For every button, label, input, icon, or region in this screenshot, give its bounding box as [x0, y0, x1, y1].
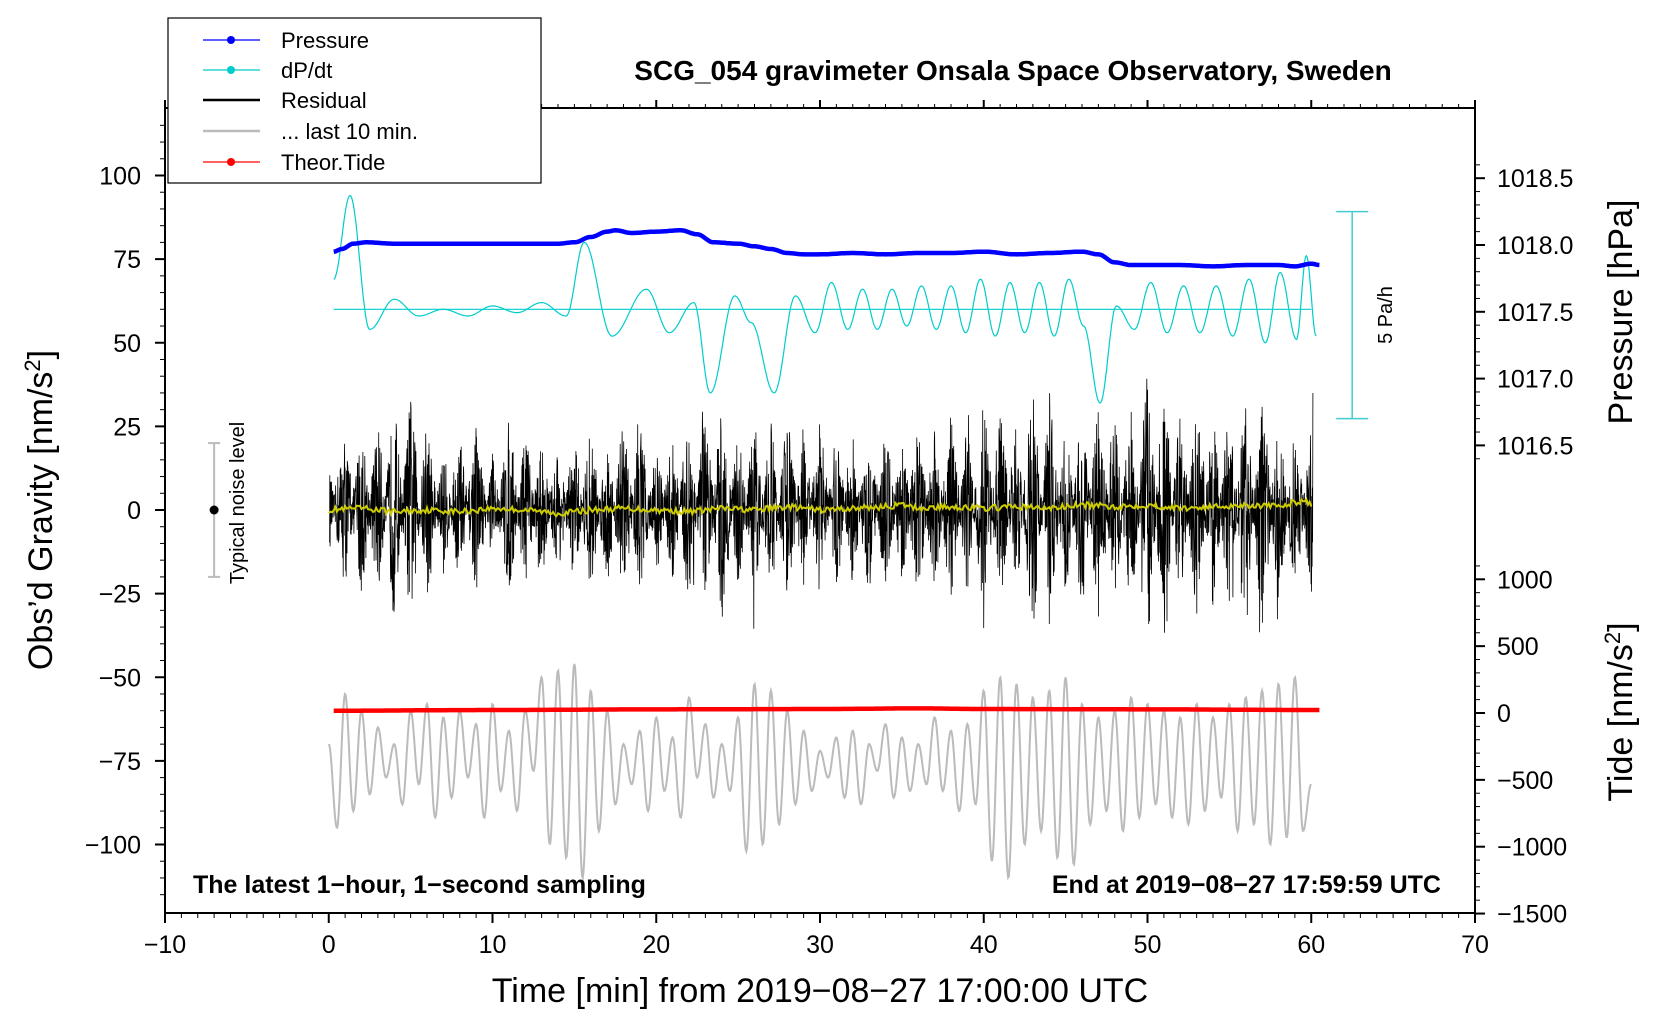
- y-axis-title-left: Obs’d Gravity [nm/s2]: [20, 350, 60, 670]
- y-tick-label-pressure: 1018.5: [1497, 165, 1573, 193]
- legend-label-theor-tide: Theor.Tide: [281, 150, 385, 175]
- y-tick-label-left: 50: [113, 330, 141, 358]
- x-tick-label: 20: [642, 931, 670, 959]
- y-tick-label-left: −100: [85, 832, 141, 860]
- series-theor-tide-line: [333, 706, 1320, 713]
- series-pressure-line: [332, 228, 1321, 269]
- y-axis-title-left-text: Obs’d Gravity [nm/s: [22, 372, 60, 671]
- y-tick-label-left: −25: [99, 581, 141, 609]
- legend-label-residual: Residual: [281, 88, 367, 113]
- x-tick-label: −10: [144, 931, 186, 959]
- series-residual-line: [329, 378, 1314, 633]
- x-tick-label: 60: [1297, 931, 1325, 959]
- x-axis-title: Time [min] from 2019−08−27 17:00:00 UTC: [492, 972, 1148, 1010]
- x-tick-label: 50: [1134, 931, 1162, 959]
- rate-scale-label: 5 Pa/h: [1375, 286, 1397, 344]
- noise-level-label: Typical noise level: [227, 422, 249, 584]
- x-tick-label: 0: [322, 931, 336, 959]
- y-axis-title-tide: Tide [nm/s2]: [1600, 622, 1640, 801]
- label-layer: −10 0 10 20 30 40 50 60 701007550250−25−50−75−10…: [85, 163, 1574, 960]
- legend-entry-last-10-min: ... last 10 min.: [203, 119, 418, 144]
- tick-layer: [155, 100, 1485, 923]
- legend-marker-pressure: [227, 36, 235, 44]
- y-axis-title-pressure: Pressure [hPa]: [1602, 200, 1640, 425]
- annotation-end-time: End at 2019−08−27 17:59:59 UTC: [1052, 871, 1441, 899]
- y-tick-label-left: 0: [127, 497, 141, 525]
- x-tick-label: 40: [970, 931, 998, 959]
- y-tick-label-tide: −1000: [1497, 834, 1567, 862]
- annotation-sampling: The latest 1−hour, 1−second sampling: [193, 871, 646, 899]
- y-tick-label-tide: 500: [1497, 633, 1539, 661]
- legend-entry-dpdt: dP/dt: [203, 58, 332, 83]
- noise-level-dot: [209, 505, 219, 515]
- y-tick-label-tide: 0: [1497, 700, 1511, 728]
- legend-marker-theor-tide: [227, 158, 235, 166]
- legend-label-dpdt: dP/dt: [281, 58, 332, 83]
- y-axis-title-tide-close: ]: [1602, 622, 1640, 631]
- series-dpdt-line: [333, 194, 1317, 404]
- noise-level-indicator: Typical noise level: [208, 422, 249, 584]
- x-tick-label: 30: [806, 931, 834, 959]
- y-axis-title-left-exponent: 2: [20, 359, 45, 371]
- x-tick-label: 70: [1461, 931, 1489, 959]
- legend-label-pressure: Pressure: [281, 28, 369, 53]
- y-axis-title-left-close: ]: [22, 350, 60, 359]
- chart-title: SCG_054 gravimeter Onsala Space Observat…: [634, 55, 1391, 86]
- legend-marker-dpdt: [227, 66, 235, 74]
- series-last-10-min-line: [327, 663, 1313, 882]
- y-tick-label-pressure: 1017.0: [1497, 366, 1573, 394]
- legend: Pressure dP/dt Residual ... last 10 min.…: [167, 17, 542, 184]
- y-tick-label-tide: −500: [1497, 767, 1553, 795]
- legend-entry-pressure: Pressure: [203, 28, 369, 53]
- y-tick-label-pressure: 1017.5: [1497, 299, 1573, 327]
- y-tick-label-left: 75: [113, 246, 141, 274]
- y-tick-label-left: −75: [99, 748, 141, 776]
- series-residual-smoothed-line: [328, 496, 1313, 518]
- y-tick-label-left: 25: [113, 413, 141, 441]
- series-layer: [327, 194, 1321, 882]
- legend-label-last-10-min: ... last 10 min.: [281, 119, 418, 144]
- y-tick-label-pressure: 1018.0: [1497, 232, 1573, 260]
- pressure-rate-scale: 5 Pa/h: [1336, 210, 1397, 420]
- legend-entry-residual: Residual: [203, 88, 367, 113]
- y-tick-label-pressure: 1016.5: [1497, 432, 1573, 460]
- y-axis-title-tide-exponent: 2: [1600, 632, 1625, 644]
- x-tick-label: 10: [479, 931, 507, 959]
- y-tick-label-tide: 1000: [1497, 566, 1553, 594]
- legend-entry-theor-tide: Theor.Tide: [203, 150, 385, 175]
- y-tick-label-tide: −1500: [1497, 901, 1567, 929]
- y-tick-label-left: −50: [99, 664, 141, 692]
- y-axis-title-tide-text: Tide [nm/s: [1602, 644, 1640, 801]
- y-tick-label-left: 100: [99, 163, 141, 191]
